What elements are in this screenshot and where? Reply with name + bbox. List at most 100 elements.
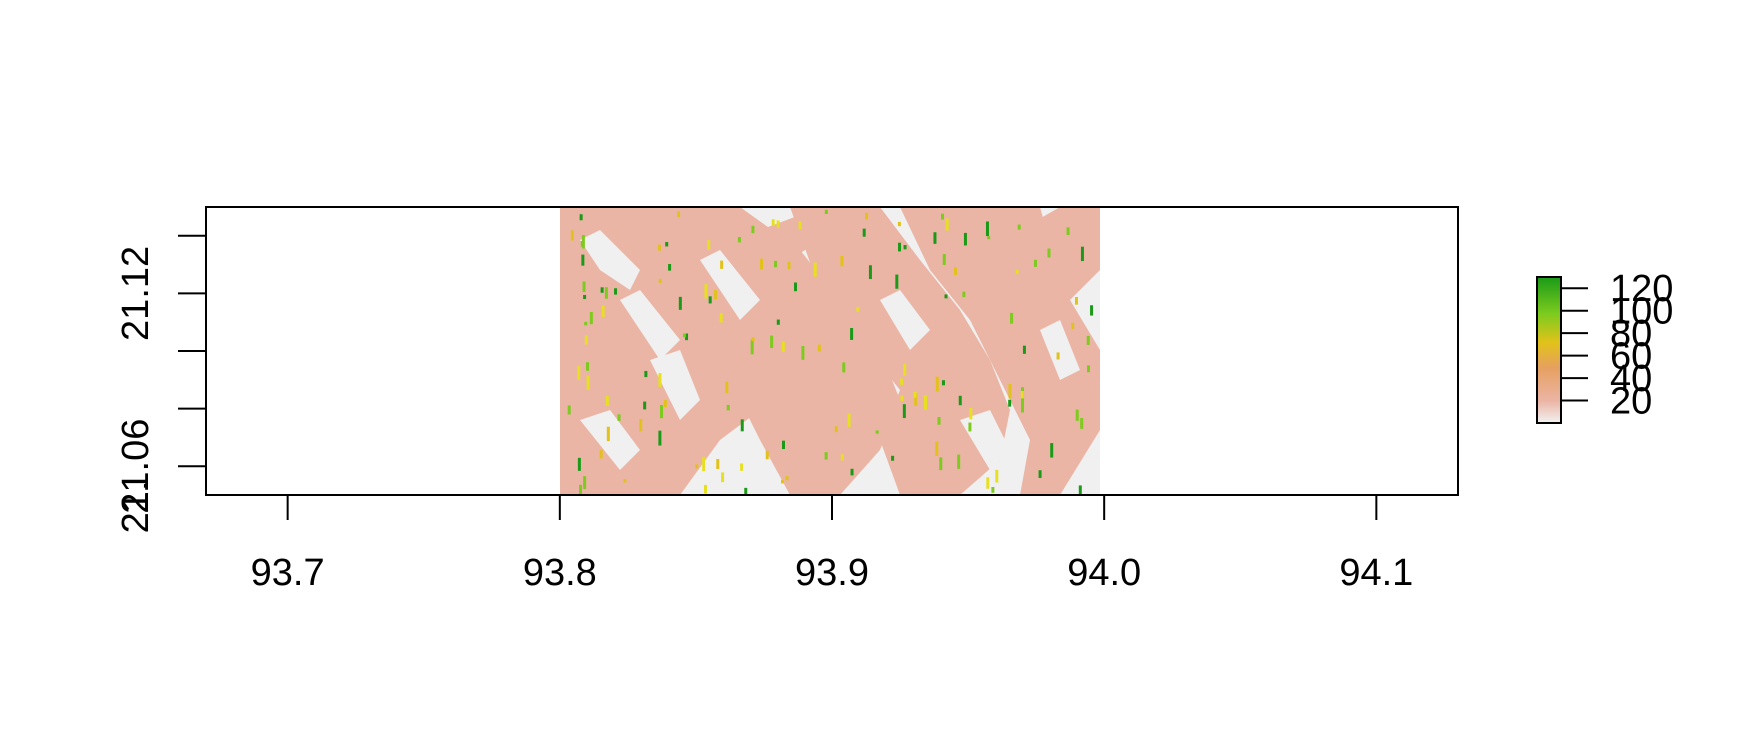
x-tick-label: 94.1	[1339, 552, 1413, 594]
raster-speckle	[1066, 227, 1070, 236]
raster-speckle	[707, 240, 711, 250]
raster-speckle	[895, 274, 899, 289]
raster-speckle	[751, 225, 755, 234]
legend-tick-label: 100	[1610, 291, 1673, 333]
raster-speckle	[939, 457, 943, 471]
raster-speckle	[703, 484, 707, 494]
raster-speckle	[600, 287, 604, 293]
raster-speckle	[1038, 470, 1042, 478]
raster-speckle	[1008, 399, 1012, 407]
raster-speckle	[824, 452, 828, 460]
raster-speckle	[663, 399, 667, 408]
raster-speckle	[1010, 312, 1014, 324]
raster-speckle	[740, 419, 744, 432]
raster-speckle	[1087, 365, 1091, 373]
raster-speckle	[875, 430, 879, 434]
raster-speckle	[969, 407, 973, 420]
raster-speckle	[865, 212, 869, 220]
x-tick-label: 93.8	[523, 552, 597, 594]
raster-speckle	[776, 220, 780, 228]
raster-speckle	[614, 288, 618, 295]
raster-speckle	[678, 296, 682, 310]
raster-speckle	[1071, 322, 1075, 329]
raster-speckle	[1075, 409, 1079, 421]
raster-low-value-streaks	[580, 230, 1080, 470]
raster-speckle	[581, 254, 585, 266]
legend-tick-label: 80	[1610, 313, 1652, 355]
raster-speckle	[639, 418, 643, 432]
raster-speckle	[584, 335, 588, 345]
raster-speckle	[942, 254, 946, 265]
raster-speckle	[1047, 248, 1051, 258]
raster-speckle	[704, 284, 708, 299]
raster-speckle	[570, 230, 574, 241]
raster-speckle	[903, 245, 907, 250]
raster-speckle	[751, 337, 755, 342]
raster-speckle	[781, 341, 785, 352]
raster-speckle	[765, 450, 769, 460]
raster-speckle	[737, 237, 741, 243]
raster-speckle	[604, 287, 608, 299]
raster-speckle	[962, 291, 966, 298]
raster-speckle	[840, 255, 844, 267]
raster-speckle	[585, 362, 589, 371]
raster-speckle	[945, 218, 949, 231]
raster-speckle	[720, 260, 724, 269]
raster-speckle	[726, 404, 730, 411]
raster-speckle	[658, 373, 662, 387]
raster-speckle	[1086, 335, 1090, 345]
raster-speckle	[957, 454, 961, 469]
raster-speckle	[824, 209, 828, 215]
raster-speckle	[617, 414, 621, 421]
raster-speckle	[941, 380, 945, 386]
raster-speckle	[902, 404, 906, 419]
raster-speckle	[794, 282, 798, 292]
raster-speckle	[968, 422, 972, 432]
raster-speckle	[668, 264, 672, 271]
x-tick-label: 94.0	[1067, 552, 1141, 594]
raster-speckle	[1056, 352, 1060, 360]
raster-speckle	[577, 366, 581, 380]
raster-speckle	[750, 339, 754, 355]
raster-speckle	[658, 430, 662, 446]
y-tick-label: 21.06	[115, 419, 157, 514]
raster-speckle	[677, 211, 681, 217]
raster-speckle	[716, 458, 720, 470]
raster-speckle	[665, 242, 669, 247]
x-tick-label: 93.9	[795, 552, 869, 594]
raster-speckle	[986, 477, 990, 489]
legend-tick-label: 40	[1610, 358, 1652, 400]
raster-speckle	[1078, 485, 1082, 495]
raster-speckle	[770, 335, 774, 349]
raster-speckle	[913, 391, 917, 398]
raster-speckle	[601, 305, 605, 317]
legend-tick-label: 20	[1610, 381, 1652, 423]
raster-speckle	[1074, 296, 1078, 305]
raster-speckle	[659, 404, 663, 419]
raster-speckle	[785, 476, 789, 481]
raster-speckle	[987, 236, 991, 240]
raster-speckle	[1033, 259, 1037, 267]
raster-speckle	[914, 392, 918, 406]
raster-speckle	[985, 221, 989, 237]
raster-speckle	[941, 213, 945, 220]
raster-speckle	[589, 311, 593, 325]
raster-speckle	[606, 426, 610, 442]
raster-speckle	[744, 487, 748, 495]
raster-speckle	[714, 290, 718, 300]
legend-colorbar	[1536, 276, 1562, 424]
raster-speckle	[583, 476, 587, 489]
raster-speckle	[963, 232, 967, 246]
raster-speckle	[582, 281, 586, 292]
raster-speckle	[923, 395, 927, 410]
raster-speckle	[740, 463, 744, 471]
raster-speckle	[898, 242, 902, 252]
raster-speckle	[682, 333, 686, 338]
raster-speckle	[1022, 345, 1026, 354]
raster-speckle	[1020, 391, 1024, 399]
raster-speckle	[847, 413, 851, 427]
raster-speckle	[944, 294, 948, 299]
raster-speckle	[937, 417, 941, 425]
